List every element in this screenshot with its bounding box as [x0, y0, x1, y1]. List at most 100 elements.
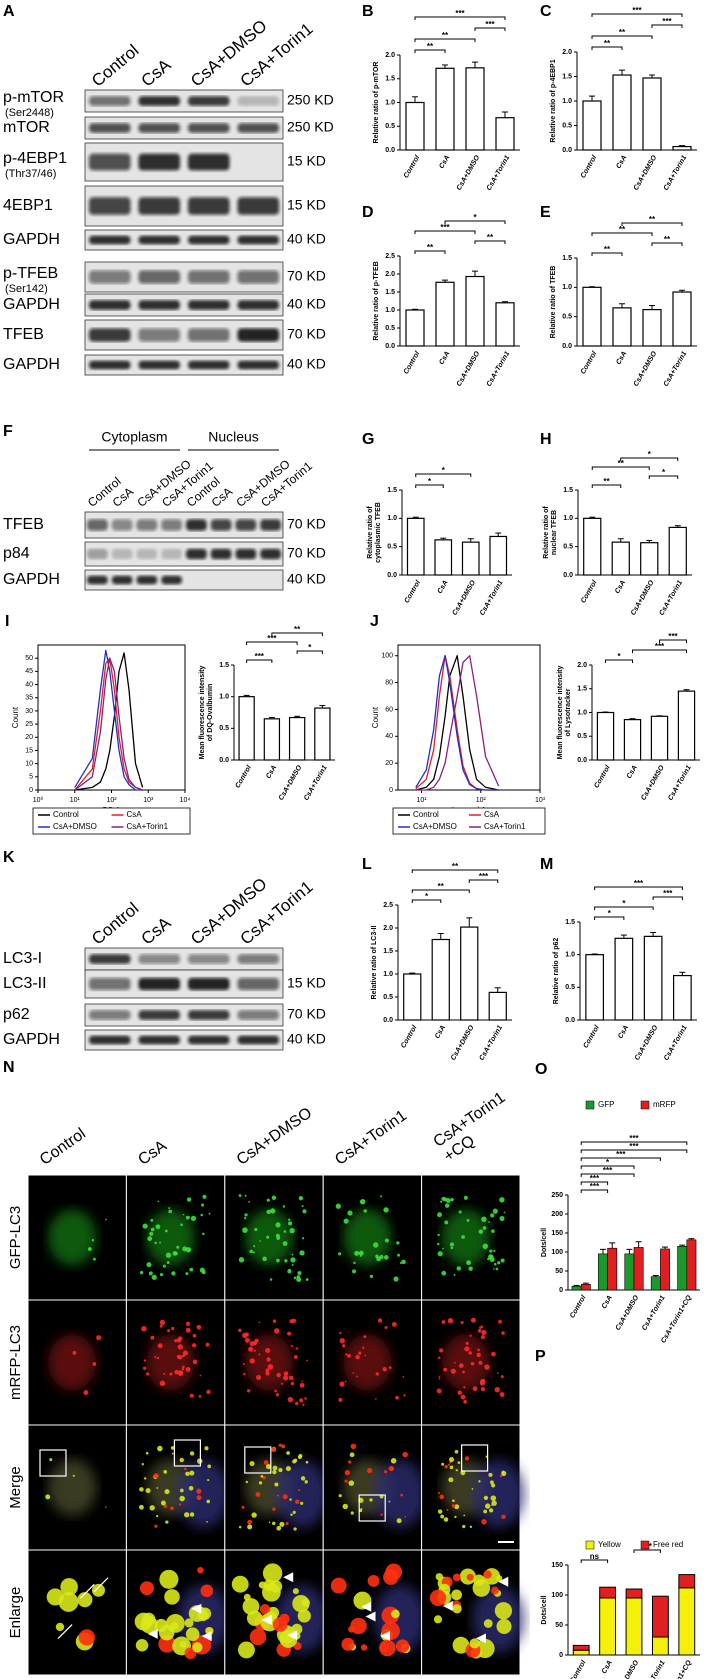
puncta: [435, 1573, 443, 1581]
y-tick-label: 0: [29, 787, 33, 794]
group-label: Cytoplasm: [101, 429, 167, 445]
puncta: [199, 1267, 205, 1273]
puncta: [163, 1470, 168, 1474]
x-tick-label: CsA: [265, 764, 278, 780]
puncta: [266, 1357, 271, 1362]
panel-letter: E: [540, 204, 551, 221]
significance-bracket: [414, 49, 446, 53]
arrowhead: [365, 1611, 376, 1622]
significance-label: ***: [479, 872, 489, 881]
x-tick-label: 10²: [476, 797, 487, 804]
y-tick-label: 0.0: [562, 147, 572, 154]
bar: [495, 117, 515, 151]
band: [237, 977, 280, 991]
micrograph: [27, 1299, 127, 1426]
significance-label: ***: [455, 9, 465, 18]
significance-bracket: [591, 252, 623, 256]
x-tick-label: CsA+Torin1: [658, 579, 684, 617]
puncta: [460, 1470, 466, 1476]
puncta: [367, 1468, 373, 1474]
puncta: [242, 1362, 245, 1365]
puncta: [178, 1503, 182, 1506]
blot-background: [84, 569, 284, 591]
band: [88, 977, 131, 991]
puncta: [338, 1494, 342, 1498]
puncta: [448, 1463, 451, 1466]
puncta: [243, 1217, 247, 1220]
micrograph: [125, 1174, 226, 1301]
puncta: [72, 1350, 77, 1355]
bar: [614, 937, 634, 1021]
puncta: [330, 1577, 347, 1594]
puncta: [142, 1366, 147, 1370]
group-label: Nucleus: [208, 429, 259, 445]
puncta: [184, 1512, 190, 1518]
micrograph: [322, 1424, 426, 1551]
puncta: [448, 1477, 454, 1483]
significance-bracket: [594, 886, 683, 890]
band: [138, 270, 181, 284]
puncta: [154, 1356, 157, 1359]
puncta: [450, 1368, 456, 1374]
y-axis-label: nuclear TFEB: [551, 510, 558, 555]
band: [161, 548, 183, 560]
puncta: [147, 1236, 153, 1242]
puncta: [491, 1483, 496, 1488]
puncta: [150, 1218, 154, 1222]
band: [88, 1035, 131, 1045]
y-tick-label: 100: [551, 1249, 563, 1256]
legend-label: Control: [413, 810, 439, 819]
y-tick-label: 0.0: [385, 343, 395, 350]
band: [88, 360, 131, 370]
band: [138, 328, 181, 342]
row-sublabel: (Ser142): [5, 283, 48, 295]
puncta: [302, 1209, 307, 1214]
puncta: [179, 1495, 185, 1502]
cell: [146, 1334, 195, 1391]
puncta: [293, 1458, 298, 1463]
x-tick-label: Control: [593, 764, 612, 790]
puncta: [139, 1270, 144, 1275]
puncta: [55, 1622, 65, 1632]
x-tick-label: Control: [580, 154, 599, 180]
significance-label: ***: [629, 1142, 639, 1151]
legend-label: Free red: [653, 1540, 683, 1549]
significance-label: ***: [662, 17, 672, 26]
puncta: [452, 1573, 461, 1582]
puncta: [298, 1195, 304, 1201]
puncta: [367, 1574, 380, 1587]
x-tick-label: CsA+Torin1: [478, 1024, 504, 1062]
puncta: [265, 1371, 270, 1376]
x-tick-label: 10¹: [70, 797, 81, 804]
row-label: GFP-LC3: [7, 1206, 24, 1269]
puncta: [292, 1510, 296, 1514]
puncta: [359, 1254, 362, 1257]
puncta: [463, 1400, 467, 1404]
puncta: [282, 1494, 288, 1500]
micrograph: [421, 1174, 521, 1301]
puncta: [259, 1604, 271, 1615]
puncta: [78, 1629, 95, 1646]
kd-label: 15 KD: [287, 197, 326, 213]
y-tick-label: 60: [385, 706, 393, 713]
puncta: [393, 1276, 399, 1282]
y-axis-label: Relative ratio of p-4EBP1: [550, 59, 557, 142]
puncta: [179, 1457, 184, 1463]
row-label: GAPDH: [3, 231, 60, 248]
arrowhead: [361, 1601, 372, 1612]
y-tick-label: 0.0: [387, 572, 397, 579]
band: [187, 360, 230, 370]
puncta: [272, 1319, 277, 1323]
y-tick-label: 0.5: [562, 122, 572, 129]
puncta: [282, 1241, 288, 1247]
micrograph: [322, 1299, 423, 1426]
puncta: [466, 1218, 470, 1222]
y-axis-label: Relative ratio of: [367, 506, 374, 559]
histogram-line: [415, 655, 499, 791]
puncta: [159, 1319, 166, 1326]
panel-letter: A: [3, 3, 15, 20]
panel-letter: H: [540, 431, 552, 448]
puncta: [338, 1252, 342, 1256]
row-label: p-TFEB: [3, 265, 58, 282]
significance-bracket: [621, 222, 683, 226]
